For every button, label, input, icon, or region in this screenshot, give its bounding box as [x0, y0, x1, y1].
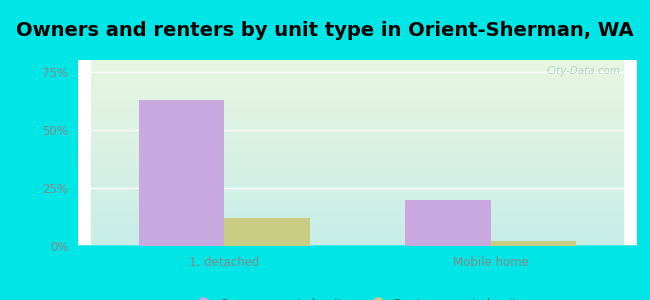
Bar — [406, 200, 491, 246]
Legend: Owner occupied units, Renter occupied units: Owner occupied units, Renter occupied un… — [187, 293, 528, 300]
Text: Owners and renters by unit type in Orient-Sherman, WA: Owners and renters by unit type in Orien… — [16, 21, 634, 40]
Bar — [224, 218, 309, 246]
Bar — [139, 100, 224, 246]
Text: City-Data.com: City-Data.com — [546, 66, 620, 76]
Bar — [491, 241, 576, 246]
